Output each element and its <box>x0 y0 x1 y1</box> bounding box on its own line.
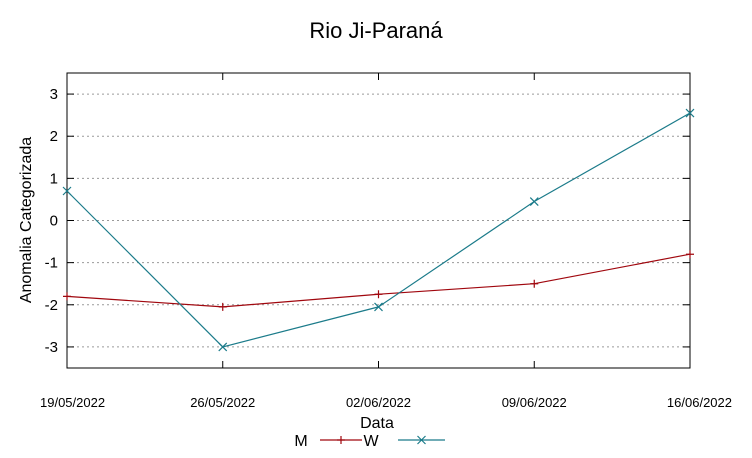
series-w-point <box>218 342 228 352</box>
y-tick-label: -2 <box>45 297 58 314</box>
y-tick-label: 0 <box>50 213 58 230</box>
legend-label-w: W <box>363 433 379 450</box>
y-tick-label: -3 <box>45 339 58 356</box>
x-tick-label: 09/06/2022 <box>502 395 567 410</box>
y-tick-label: 1 <box>50 170 58 187</box>
series-m-point <box>374 290 383 299</box>
series-w-point <box>529 197 539 206</box>
series-w-line <box>66 112 691 348</box>
chart-title: Rio Ji-Paraná <box>309 18 443 43</box>
legend-marker-m <box>337 436 345 444</box>
series-w-point <box>62 186 72 196</box>
x-tick-label: 19/05/2022 <box>40 395 105 410</box>
x-axis-ticks: 19/05/2022 26/05/2022 02/06/2022 09/06/2022… <box>40 73 732 410</box>
series-m-point <box>63 292 71 301</box>
y-axis-ticks: 3 2 1 0 -1 -2 -3 <box>45 86 690 356</box>
y-tick-label: -1 <box>45 255 58 272</box>
series-w <box>62 108 695 352</box>
grid-lines <box>67 93 690 348</box>
series-m <box>63 250 694 311</box>
series-w-point <box>685 108 695 118</box>
y-tick-label: 3 <box>50 86 58 103</box>
series-w-point <box>374 302 383 312</box>
series-m-point <box>686 250 694 259</box>
series-m-line <box>66 253 691 308</box>
y-tick-label: 2 <box>50 128 58 145</box>
x-axis-label: Data <box>360 415 394 432</box>
x-tick-label: 16/06/2022 <box>667 395 732 410</box>
x-tick-label: 02/06/2022 <box>346 395 411 410</box>
y-axis-label: Anomalia Categorizada <box>18 137 35 303</box>
series-m-point <box>530 279 539 288</box>
legend-label-m: M <box>294 433 307 450</box>
x-tick-label: 26/05/2022 <box>190 395 255 410</box>
series-group <box>62 108 695 352</box>
series-m-point <box>218 302 227 311</box>
legend-marker-w <box>417 435 426 445</box>
